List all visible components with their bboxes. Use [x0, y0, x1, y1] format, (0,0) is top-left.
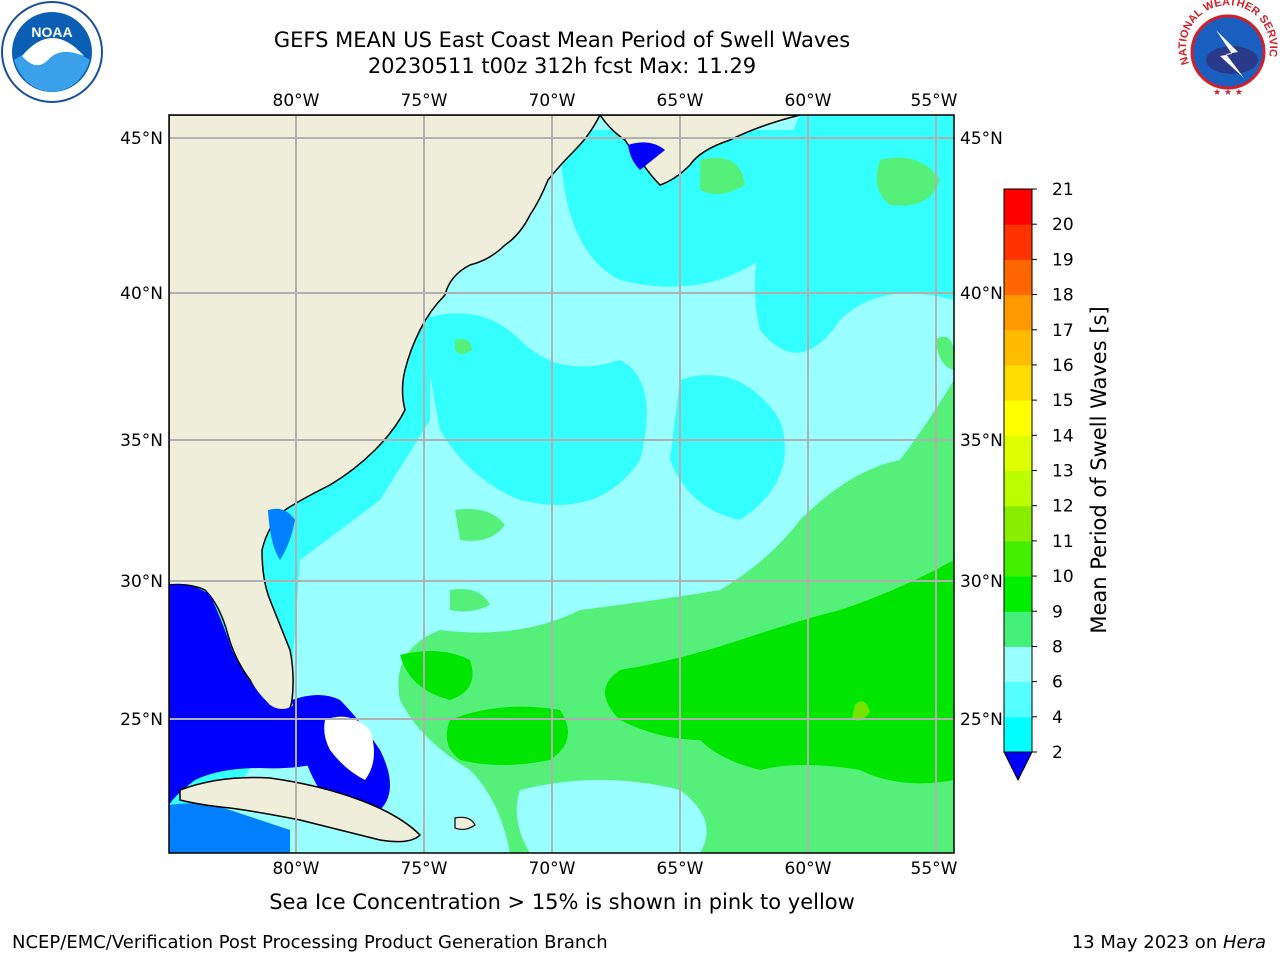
colorbar-tick-label: 14: [1052, 426, 1074, 446]
green-core-1: [400, 651, 473, 700]
colorbar-tick-label: 16: [1052, 356, 1074, 376]
green-patch-4: [450, 589, 490, 612]
colorbar-segment: [1004, 259, 1032, 296]
noaa-logo: NOAA: [1, 1, 103, 103]
colorbar-tick-label: 18: [1052, 286, 1074, 306]
colorbar-tick-label: 6: [1052, 673, 1063, 693]
lon-label-bottom: 70°W: [529, 859, 576, 879]
caribbean-midblue: [169, 803, 290, 853]
lon-label-top: 75°W: [401, 91, 448, 111]
footer-host: Hera: [1222, 932, 1266, 953]
green-patch-3: [455, 509, 505, 541]
green-patch-1: [700, 157, 745, 194]
map-title: GEFS MEAN US East Coast Mean Period of S…: [273, 28, 851, 52]
colorbar-tick-label: 11: [1052, 532, 1074, 552]
green-patch-2: [876, 157, 940, 206]
lat-label-left: 25°N: [120, 710, 163, 730]
green-core-2: [446, 706, 568, 765]
colorbar-tick-label: 10: [1052, 567, 1074, 587]
lon-label-top: 65°W: [657, 91, 704, 111]
colorbar-tick-label: 15: [1052, 391, 1074, 411]
footer-date-text: 13 May 2023 on: [1071, 932, 1223, 953]
bahamas-shallows: [324, 716, 374, 780]
colorbar-extend-min: [1003, 751, 1033, 782]
lat-label-left: 35°N: [120, 431, 163, 451]
colorbar-tick-label: 20: [1052, 215, 1074, 235]
island-1: [454, 816, 476, 831]
lon-label-top: 60°W: [785, 91, 832, 111]
colorbar-tick-label: 17: [1052, 321, 1074, 341]
colorbar-segment: [1004, 576, 1032, 612]
lat-labels-right: 45°N 40°N 35°N 30°N 25°N: [960, 129, 1003, 730]
lat-label-right: 45°N: [960, 129, 1003, 149]
lon-label-top: 55°W: [911, 91, 958, 111]
lon-label-top: 70°W: [529, 91, 576, 111]
colorbar-tick-label: 2: [1052, 743, 1063, 763]
lat-label-right: 25°N: [960, 710, 1003, 730]
green-patch-6: [935, 336, 954, 370]
lon-label-bottom: 65°W: [657, 859, 704, 879]
colorbar-segment: [1004, 364, 1032, 401]
lat-label-right: 40°N: [960, 284, 1003, 304]
lon-labels-top: 80°W 75°W 70°W 65°W 60°W 55°W: [273, 91, 958, 111]
lon-label-bottom: 80°W: [273, 859, 320, 879]
colorbar-tick-label: 12: [1052, 497, 1074, 517]
ocean-green-region: [605, 560, 954, 784]
colorbar-segment: [1004, 400, 1032, 436]
lon-label-bottom: 60°W: [785, 859, 832, 879]
lon-label-bottom: 75°W: [401, 859, 448, 879]
lat-label-right: 30°N: [960, 572, 1003, 592]
colorbar-segment: [1004, 329, 1032, 366]
bay-of-fundy: [628, 142, 665, 170]
lat-label-left: 30°N: [120, 572, 163, 592]
colorbar-tick-label: 21: [1052, 180, 1074, 200]
colorbar-segment: [1004, 611, 1032, 647]
colorbar-segment: [1004, 470, 1032, 507]
max-period-spot: [852, 701, 870, 721]
colorbar-segment: [1004, 294, 1032, 331]
colorbar-segment: [1004, 505, 1032, 542]
colorbar-segment: [1004, 540, 1032, 577]
gulf-of-mexico: [169, 584, 330, 805]
ocean-cyan-patch-north: [560, 130, 805, 287]
colorbar-tick-label: 19: [1052, 250, 1074, 270]
colorbar-segment: [1004, 189, 1032, 225]
map-plot-area: [169, 115, 954, 853]
map-graticule: [169, 115, 954, 853]
colorbar-tick-label: 8: [1052, 637, 1063, 657]
coastal-midblue: [268, 508, 295, 560]
colorbar-tick-label: 13: [1052, 462, 1074, 482]
ocean-cyan-patch: [420, 313, 647, 505]
lon-label-top: 80°W: [273, 91, 320, 111]
colorbar-tick-label: 4: [1052, 708, 1063, 728]
green-patch-5: [455, 338, 472, 354]
colorbar-segment: [1004, 681, 1032, 718]
colorbar-segment: [1004, 716, 1032, 753]
lon-label-bottom: 55°W: [911, 859, 958, 879]
footer-credit: NCEP/EMC/Verification Post Processing Pr…: [12, 932, 608, 953]
lat-label-left: 40°N: [120, 284, 163, 304]
colorbar-segment: [1004, 224, 1032, 260]
colorbar-segment: [1004, 435, 1032, 471]
ocean-light-patch-south: [516, 780, 707, 853]
sea-ice-note: Sea Ice Concentration > 15% is shown in …: [269, 890, 855, 914]
lat-label-left: 45°N: [120, 129, 163, 149]
lat-label-right: 35°N: [960, 431, 1003, 451]
noaa-logo-text: NOAA: [31, 24, 72, 40]
lat-labels-left: 45°N 40°N 35°N 30°N 25°N: [120, 129, 163, 730]
lon-labels-bottom: 80°W 75°W 70°W 65°W 60°W 55°W: [273, 859, 958, 879]
colorbar-segment: [1004, 646, 1032, 683]
colorbar-title: Mean Period of Swell Waves [s]: [1087, 306, 1111, 633]
cuba: [179, 776, 422, 843]
svg-text:★ ★ ★: ★ ★ ★: [1213, 88, 1243, 98]
nws-logo: NATIONAL WEATHER SERVICE ★ ★ ★: [1176, 0, 1279, 102]
map-frame: [168, 114, 955, 854]
map-subtitle: 20230511 t00z 312h fcst Max: 11.29: [367, 54, 757, 78]
colorbar: 2 4 6 8 9 10 11 12 13 14 15 16 17 18 19 20 21: [1003, 180, 1074, 782]
ocean-cyan-patch-mid: [670, 375, 785, 520]
colorbar-tick-label: 9: [1052, 602, 1063, 622]
footer-date: 13 May 2023 on Hera: [1072, 932, 1266, 953]
